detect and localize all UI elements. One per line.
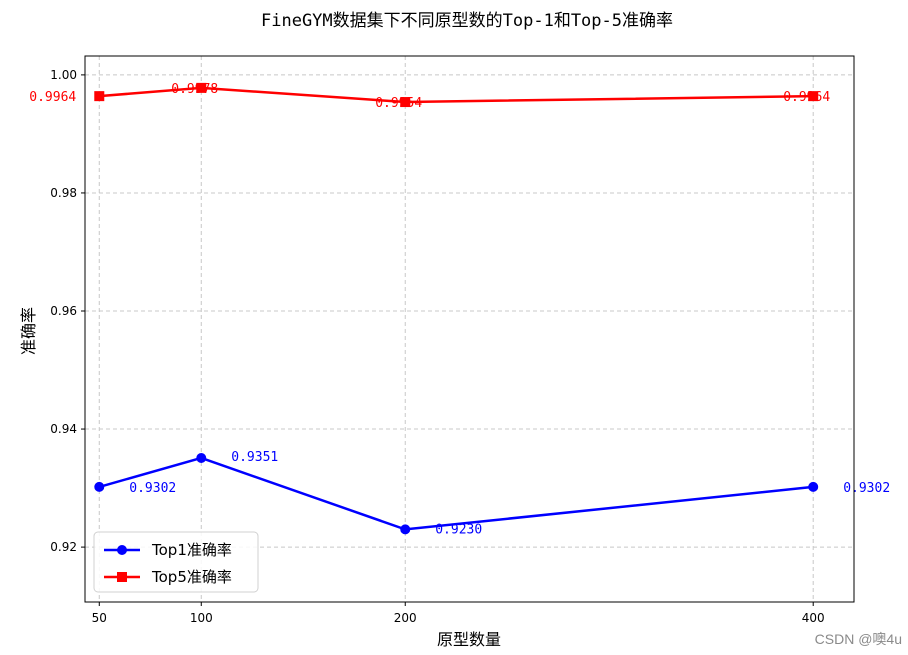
series-line-1 [98,456,814,531]
data-label: 0.9302 [129,481,176,496]
series-line-2 [99,86,814,104]
data-label: 0.9351 [231,450,278,465]
grid [85,56,854,602]
series-layer: 0.9302 0.9351 0.9230 0.9302 0.9964 0.9978 0.99… [29,82,890,538]
legend-label: Top5准确率 [151,568,232,586]
series-1-point [400,524,411,535]
series-2-point [196,82,207,93]
y-tick-label: 1.00 [50,68,77,82]
plot-frame [84,55,855,603]
series-1-point [196,452,207,463]
y-tick-label: 0.96 [50,304,77,318]
series-1-point [94,481,105,492]
series-2-point [400,97,411,108]
series-2-point [808,91,819,102]
series-2-point [94,91,105,102]
y-tick-label: 0.98 [50,186,77,200]
y-tick-label: 0.94 [50,422,77,436]
x-tick-label: 400 [802,611,825,625]
x-tick-label: 200 [394,611,417,625]
data-label: 0.9964 [783,90,830,105]
series-1-point [808,481,819,492]
data-label: 0.9954 [375,96,422,111]
data-label: 0.9302 [843,481,890,496]
y-axis-label: 准确率 [19,307,38,355]
x-tick-label: 100 [190,611,213,625]
data-label: 0.9230 [435,522,482,537]
axis-ticks: 50 100 200 400 0.92 0.94 0.96 0.98 1.00 [50,68,824,625]
data-label: 0.9964 [29,90,76,105]
legend-marker [117,572,127,582]
watermark: CSDN @噢4u [814,631,902,647]
x-axis-label: 原型数量 [437,630,501,649]
chart-title: FineGYM数据集下不同原型数的Top-1和Top-5准确率 [261,11,673,31]
x-tick-label: 50 [92,611,107,625]
y-tick-label: 0.92 [50,540,77,554]
legend-label: Top1准确率 [151,541,232,559]
data-label: 0.9978 [171,82,218,97]
legend: Top1准确率 Top5准确率 [93,531,259,593]
legend-marker [117,545,127,555]
